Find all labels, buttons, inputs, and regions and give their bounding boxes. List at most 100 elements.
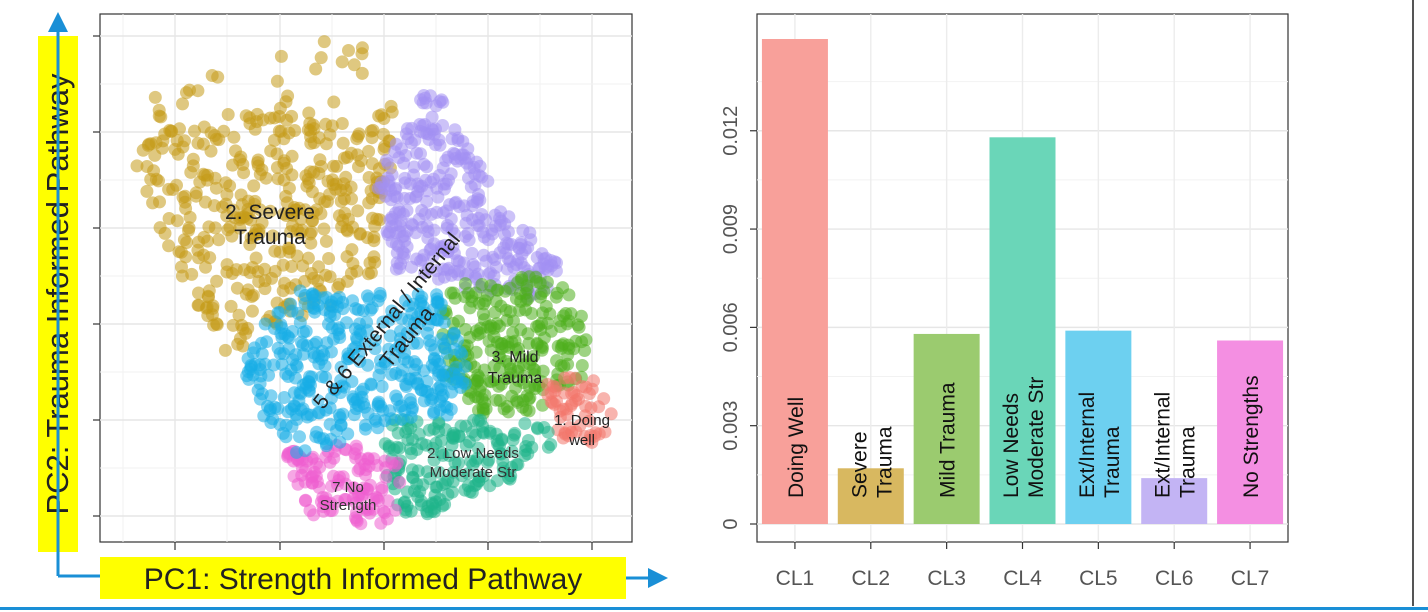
scatter-point [476, 425, 490, 439]
scatter-point [374, 399, 388, 413]
bar-xtick-label: CL6 [1155, 567, 1194, 590]
scatter-point [477, 313, 491, 327]
label-line: 2. Severe [225, 201, 315, 224]
scatter-point [351, 204, 365, 218]
scatter-point [362, 144, 376, 158]
scatter-point [347, 58, 361, 72]
scatter-point [511, 342, 525, 355]
scatter-point [170, 134, 184, 148]
scatter-point [530, 251, 544, 264]
scatter-point [411, 376, 425, 390]
scatter-point [284, 297, 298, 311]
bar-panel: Doing Well SevereTrauma Mild Trauma Low Nee… [720, 13, 1289, 590]
scatter-point [394, 214, 408, 228]
bar-xtick-label: CL3 [927, 567, 966, 590]
scatter-point [575, 359, 589, 372]
scatter-point [327, 95, 341, 109]
scatter-point [405, 463, 419, 477]
scatter-point [418, 91, 432, 105]
bar-label-line: Ext/Internal [1152, 392, 1175, 498]
scatter-point [469, 286, 483, 300]
bar-cl4 [989, 137, 1056, 525]
scatter-point [232, 308, 246, 322]
scatter-point [436, 119, 450, 132]
scatter-point [331, 323, 345, 337]
scatter-point [510, 394, 523, 407]
bar-xtick-label: CL2 [852, 567, 891, 590]
scatter-point [233, 212, 247, 226]
scatter-point [507, 428, 521, 442]
scatter-point [375, 380, 389, 393]
scatter-point [416, 300, 430, 313]
scatter-point [148, 148, 162, 162]
scatter-point [342, 44, 355, 57]
label-line: Trauma [488, 370, 543, 387]
bar-label-cl3: Mild Trauma [937, 382, 960, 498]
scatter-point [245, 304, 259, 318]
scatter-point [425, 392, 439, 406]
scatter-point [291, 306, 305, 320]
scatter-point [429, 138, 442, 152]
scatter-point [389, 308, 403, 322]
scatter-point [334, 194, 348, 208]
scatter-point [414, 315, 428, 329]
scatter-point [353, 317, 366, 331]
scatter-point [363, 506, 377, 520]
right-divider [1412, 0, 1414, 606]
scatter-point [263, 111, 277, 125]
scatter-point [382, 441, 396, 455]
scatter-point [271, 306, 285, 320]
scatter-point [372, 368, 386, 382]
scatter-point [394, 324, 407, 338]
scatter-point [298, 494, 312, 508]
scatter-point [427, 406, 441, 420]
scatter-point [226, 318, 240, 332]
scatter-point [500, 372, 513, 386]
bar-yticks: 0 0.003 0.006 0.009 0.012 [720, 106, 757, 530]
scatter-point [298, 444, 312, 458]
bar-label-line: Severe [848, 431, 871, 498]
scatter-point [309, 430, 323, 444]
scatter-point [492, 348, 506, 362]
scatter-point [398, 191, 411, 205]
scatter-point [141, 138, 155, 152]
scatter-point [522, 404, 536, 418]
scatter-xlabel: PC1: Strength Informed Pathway [144, 563, 583, 596]
scatter-point [251, 159, 265, 173]
scatter-point [548, 384, 562, 398]
scatter-point [315, 370, 329, 384]
bar-ytick-label: 0.012 [720, 106, 742, 156]
scatter-point [149, 172, 163, 186]
scatter-point [509, 381, 523, 395]
scatter-point [413, 180, 427, 193]
scatter-point [210, 317, 224, 331]
scatter-point [439, 365, 453, 379]
scatter-point [303, 504, 317, 517]
scatter-point [488, 208, 502, 222]
cluster-label-low-needs: 2. Low Needs Moderate Str [427, 445, 519, 481]
bar-label-cl5: Ext/InternalTrauma [1076, 392, 1124, 498]
scatter-point [234, 188, 248, 202]
scatter-point [490, 335, 504, 349]
scatter-point [376, 315, 390, 329]
scatter-point [405, 260, 418, 274]
scatter-point [325, 119, 339, 133]
scatter-point [514, 323, 528, 337]
scatter-point [237, 166, 251, 180]
scatter-point [406, 336, 420, 350]
scatter-point [553, 320, 567, 334]
label-line: 7 No [332, 479, 364, 496]
scatter-point [266, 229, 280, 243]
bar-cl2 [837, 468, 904, 524]
scatter-point [521, 241, 535, 255]
scatter-point [286, 219, 299, 233]
scatter-point [528, 368, 542, 382]
scatter-point [171, 147, 185, 161]
scatter-point [334, 360, 348, 374]
scatter-point [287, 469, 301, 483]
scatter-point [378, 140, 392, 153]
scatter-point [389, 262, 403, 276]
scatter-point [311, 406, 325, 420]
bar-label-cl4: Low NeedsModerate Str [1000, 377, 1048, 498]
scatter-point [494, 447, 508, 461]
